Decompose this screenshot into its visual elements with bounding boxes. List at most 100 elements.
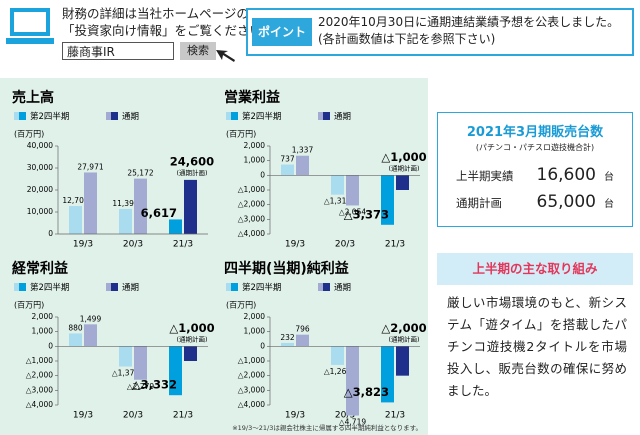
x-tick-label: 19/3 [73,411,93,421]
legend-swatch [14,112,21,120]
header-text: 財務の詳細は当社ホームページの 「投資家向け情報」をご覧ください。 [62,5,275,39]
bar [119,208,132,234]
x-tick-label: 21/3 [385,240,405,250]
x-tick-label: 21/3 [385,411,405,421]
data-label: △3,332 [132,378,177,392]
legend-label: 通期 [122,111,139,122]
bar [396,346,409,376]
computer-icon [6,8,54,44]
y-tick-label: 30,000 [27,163,53,172]
legend-label: 第2四半期 [242,111,281,122]
y-tick-label: △4,000 [238,400,265,409]
point-line: (各計画数値は下記を参照下さい) [318,32,496,46]
sales-label: 上半期実績 [456,169,514,183]
y-tick-label: 0 [48,341,53,350]
search-button[interactable]: 検索 [180,42,216,60]
data-label: 1,499 [80,314,102,323]
initiatives-text: 厳しい市場環境のもと、新システム「遊タイム」を搭載したパチンコ遊技機2タイトルを… [447,295,627,398]
legend-swatch [318,283,325,291]
annotation: (通期計画) [176,168,207,177]
y-tick-label: △1,000 [238,185,265,194]
point-box: ポイント 2020年10月30日に通期連結業績予想を公表しました。 (各計画数値… [246,8,634,56]
data-label: △4,719 [339,418,366,427]
legend-swatch [14,283,21,291]
legend-swatch [19,283,26,291]
bar [396,175,409,190]
bar [184,346,197,361]
legend-swatch [106,112,113,120]
sales-value: 65,000 [536,192,596,212]
data-label: 12,709 [62,196,88,205]
data-label: △1,319 [324,197,351,206]
legend-label: 通期 [122,282,139,293]
legend-swatch [106,283,113,291]
bar [331,175,344,195]
x-tick-label: 21/3 [173,240,193,250]
legend-swatch [226,283,233,291]
legend-swatch [111,283,118,291]
cursor-arrow [216,50,235,62]
bar [346,175,359,206]
bar [119,346,132,367]
legend-label: 第2四半期 [30,111,69,122]
search-box[interactable]: 藤商事IR [62,42,174,60]
sales-title: 2021年3月期販売台数 [466,125,604,140]
y-tick-label: 1,000 [32,327,54,336]
unit-label: (百万円) [226,301,256,310]
sales-row: 上半期実績 16,600 台 [438,165,632,192]
data-label: 27,971 [77,162,103,171]
data-label: △1,000 [169,321,214,335]
y-tick-label: △3,000 [238,214,265,223]
annotation: (通期計画) [388,163,419,172]
legend-swatch [226,112,233,120]
y-tick-label: △4,000 [238,229,265,238]
sales-unit: 台 [604,199,614,210]
y-tick-label: △2,000 [238,371,265,380]
x-tick-label: 20/3 [123,411,143,421]
y-tick-label: 10,000 [27,207,53,216]
data-label: 737 [280,155,295,164]
legend-swatch [231,112,238,120]
data-label: 25,172 [127,169,153,178]
bar [346,346,359,416]
bar [296,155,309,176]
legend-swatch [323,112,330,120]
y-tick-label: 1,000 [244,327,266,336]
x-tick-label: 20/3 [335,240,355,250]
x-tick-label: 20/3 [335,411,355,421]
footnote: ※19/3〜21/3は親会社株主に帰属する四半期純利益となります。 [232,423,422,432]
annotation: (通期計画) [388,334,419,343]
x-tick-label: 19/3 [73,240,93,250]
y-tick-label: △1,000 [238,356,265,365]
chart-title: 四半期(当期)純利益 [224,260,349,277]
bar [84,172,97,234]
initiatives-title: 上半期の主な取り組み [437,253,633,285]
data-label: △1,377 [112,369,139,378]
data-label: 24,600 [170,154,214,168]
point-text: 2020年10月30日に通期連結業績予想を公表しました。 (各計画数値は下記を参… [318,14,619,48]
data-label: △2,279 [127,382,154,391]
point-line: 2020年10月30日に通期連結業績予想を公表しました。 [318,15,620,29]
data-label: 232 [280,333,295,342]
header-line: 「投資家向け情報」をご覧ください。 [62,23,275,38]
sales-box: 2021年3月期販売台数 (パチンコ・パチスロ遊技機合計) 上半期実績 16,60… [437,112,633,227]
bar [134,346,147,380]
legend-label: 第2四半期 [242,282,281,293]
chart-title: 売上高 [12,89,54,106]
bar [169,219,182,234]
bar [69,206,82,234]
y-tick-label: △3,000 [26,385,53,394]
legend-label: 通期 [334,282,351,293]
annotation: (通期計画) [176,334,207,343]
y-tick-label: 20,000 [27,185,53,194]
bar [381,346,394,403]
y-tick-label: 2,000 [244,312,266,321]
y-tick-label: 40,000 [27,141,53,150]
bar [84,324,97,347]
y-tick-label: 2,000 [32,312,54,321]
legend-swatch [323,283,330,291]
y-tick-label: △3,000 [238,385,265,394]
header-line: 財務の詳細は当社ホームページの [62,6,249,21]
y-tick-label: 1,000 [244,156,266,165]
